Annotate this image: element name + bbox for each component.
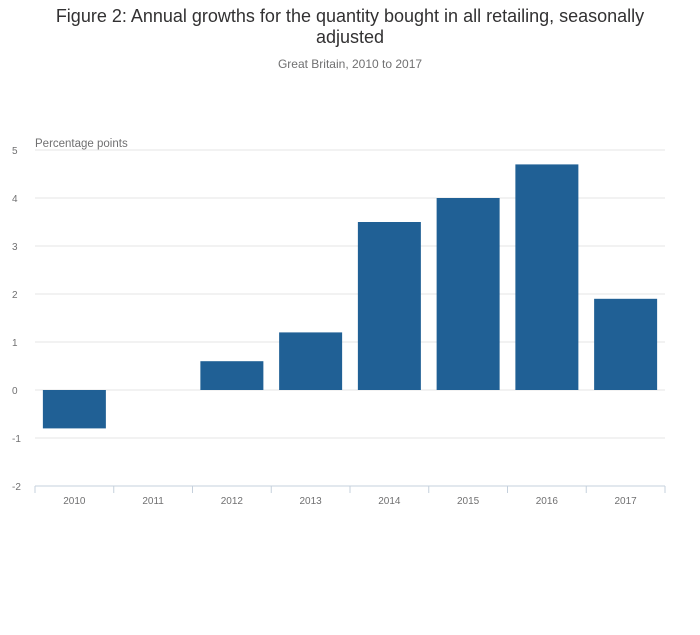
y-axis-label: Percentage points (35, 138, 128, 150)
bar-2012 (200, 361, 264, 390)
x-axis: 2010 2011 2012 2013 2014 2015 2016 2017 (34, 485, 666, 507)
bar-2010 (42, 390, 106, 429)
chart-subtitle: Great Britain, 2010 to 2017 (277, 57, 423, 71)
x-tick-label: 2010 (63, 496, 86, 507)
chart-title: Figure 2: Annual growths for the quantit… (55, 6, 645, 47)
y-tick-label: 1 (12, 338, 18, 349)
x-tick-label: 2015 (457, 496, 480, 507)
bar-2015 (436, 198, 500, 390)
y-tick-label: -2 (12, 482, 21, 493)
x-tick-label: 2013 (300, 496, 323, 507)
bar-2014 (357, 222, 421, 390)
x-tick-label: 2014 (378, 496, 401, 507)
y-tick-label: 2 (12, 290, 18, 301)
y-tick-label: 4 (12, 194, 18, 205)
bars (42, 164, 658, 429)
y-tick-label: 0 (12, 386, 18, 397)
y-tick-label: -1 (12, 434, 21, 445)
x-tick-label: 2016 (536, 496, 559, 507)
y-tick-label: 5 (12, 146, 18, 157)
x-tick-label: 2017 (615, 496, 638, 507)
y-tick-label: 3 (12, 242, 18, 253)
bar-2013 (279, 332, 343, 390)
bar-2017 (594, 298, 658, 390)
x-tick-label: 2011 (142, 496, 164, 507)
x-tick-label: 2012 (221, 496, 244, 507)
y-axis-ticks: -2 -1 0 1 2 3 4 5 (12, 146, 21, 493)
bar-2016 (515, 164, 579, 390)
